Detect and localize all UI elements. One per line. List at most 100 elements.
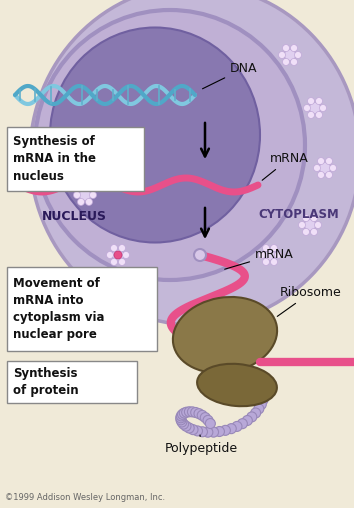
Circle shape bbox=[308, 111, 314, 118]
Circle shape bbox=[119, 244, 126, 251]
Circle shape bbox=[78, 199, 85, 205]
Circle shape bbox=[205, 419, 215, 429]
Circle shape bbox=[184, 423, 194, 433]
Circle shape bbox=[194, 408, 204, 419]
Circle shape bbox=[194, 249, 206, 261]
Circle shape bbox=[304, 219, 316, 231]
Circle shape bbox=[191, 407, 201, 418]
FancyBboxPatch shape bbox=[7, 267, 157, 351]
Circle shape bbox=[181, 421, 191, 431]
Circle shape bbox=[263, 244, 269, 251]
Circle shape bbox=[310, 214, 318, 221]
FancyBboxPatch shape bbox=[7, 127, 144, 191]
Circle shape bbox=[282, 58, 290, 66]
Circle shape bbox=[279, 51, 285, 58]
Circle shape bbox=[263, 259, 269, 265]
Circle shape bbox=[198, 427, 207, 437]
Circle shape bbox=[178, 419, 189, 429]
Text: DNA: DNA bbox=[202, 62, 257, 89]
Circle shape bbox=[209, 427, 218, 437]
Circle shape bbox=[319, 162, 331, 174]
Circle shape bbox=[315, 98, 322, 105]
Circle shape bbox=[314, 221, 321, 229]
Text: NUCLEUS: NUCLEUS bbox=[42, 210, 107, 223]
Circle shape bbox=[119, 259, 126, 265]
FancyBboxPatch shape bbox=[7, 361, 137, 403]
Circle shape bbox=[309, 102, 321, 114]
Circle shape bbox=[310, 229, 318, 235]
Circle shape bbox=[114, 251, 122, 259]
Circle shape bbox=[86, 199, 92, 205]
Circle shape bbox=[270, 244, 278, 251]
Circle shape bbox=[258, 395, 268, 405]
Circle shape bbox=[179, 408, 189, 418]
Circle shape bbox=[177, 417, 187, 427]
Circle shape bbox=[264, 249, 276, 261]
Circle shape bbox=[315, 111, 322, 118]
Circle shape bbox=[79, 189, 91, 201]
Circle shape bbox=[176, 411, 186, 421]
Circle shape bbox=[226, 424, 236, 434]
Text: mRNA: mRNA bbox=[262, 152, 309, 180]
Circle shape bbox=[203, 416, 213, 425]
Circle shape bbox=[298, 221, 306, 229]
Circle shape bbox=[256, 399, 266, 409]
Circle shape bbox=[303, 214, 309, 221]
Circle shape bbox=[177, 409, 188, 419]
Circle shape bbox=[176, 413, 186, 423]
Text: CYTOPLASM: CYTOPLASM bbox=[258, 208, 339, 221]
Text: Polypeptide: Polypeptide bbox=[165, 435, 238, 455]
Circle shape bbox=[203, 427, 213, 437]
Circle shape bbox=[314, 165, 320, 172]
Circle shape bbox=[110, 244, 118, 251]
Circle shape bbox=[238, 419, 247, 429]
Circle shape bbox=[325, 157, 332, 165]
Circle shape bbox=[122, 251, 130, 259]
Circle shape bbox=[291, 58, 297, 66]
Circle shape bbox=[184, 407, 194, 417]
Circle shape bbox=[197, 410, 207, 420]
Circle shape bbox=[251, 408, 261, 418]
Ellipse shape bbox=[50, 27, 260, 242]
Circle shape bbox=[110, 259, 118, 265]
Circle shape bbox=[86, 184, 92, 192]
Circle shape bbox=[215, 427, 224, 436]
Ellipse shape bbox=[30, 0, 354, 325]
Circle shape bbox=[303, 105, 310, 111]
Circle shape bbox=[176, 415, 186, 425]
Circle shape bbox=[242, 416, 252, 426]
Circle shape bbox=[318, 157, 325, 165]
Text: Movement of
mRNA into
cytoplasm via
nuclear pore: Movement of mRNA into cytoplasm via nucl… bbox=[13, 277, 104, 341]
Ellipse shape bbox=[197, 364, 277, 406]
Text: Synthesis of
mRNA in the
nucleus: Synthesis of mRNA in the nucleus bbox=[13, 136, 96, 182]
Circle shape bbox=[291, 45, 297, 52]
Circle shape bbox=[221, 425, 230, 435]
Circle shape bbox=[200, 412, 210, 423]
Circle shape bbox=[270, 259, 278, 265]
Circle shape bbox=[284, 49, 296, 61]
Circle shape bbox=[90, 192, 97, 199]
Circle shape bbox=[74, 192, 80, 199]
Circle shape bbox=[258, 251, 266, 259]
Circle shape bbox=[254, 404, 264, 414]
Circle shape bbox=[318, 171, 325, 178]
Circle shape bbox=[282, 45, 290, 52]
Text: mRNA: mRNA bbox=[225, 248, 294, 269]
Circle shape bbox=[295, 51, 302, 58]
Circle shape bbox=[325, 171, 332, 178]
Text: Ribosome: Ribosome bbox=[277, 286, 342, 316]
Circle shape bbox=[78, 184, 85, 192]
Ellipse shape bbox=[173, 297, 277, 373]
Ellipse shape bbox=[35, 10, 305, 280]
Circle shape bbox=[188, 407, 198, 417]
Circle shape bbox=[274, 251, 281, 259]
Circle shape bbox=[112, 249, 124, 261]
Text: ©1999 Addison Wesley Longman, Inc.: ©1999 Addison Wesley Longman, Inc. bbox=[5, 493, 165, 502]
Circle shape bbox=[247, 412, 257, 422]
Circle shape bbox=[308, 98, 314, 105]
Circle shape bbox=[320, 105, 326, 111]
Circle shape bbox=[188, 425, 198, 435]
Text: Synthesis
of protein: Synthesis of protein bbox=[13, 367, 79, 397]
Circle shape bbox=[330, 165, 337, 172]
Circle shape bbox=[303, 229, 309, 235]
